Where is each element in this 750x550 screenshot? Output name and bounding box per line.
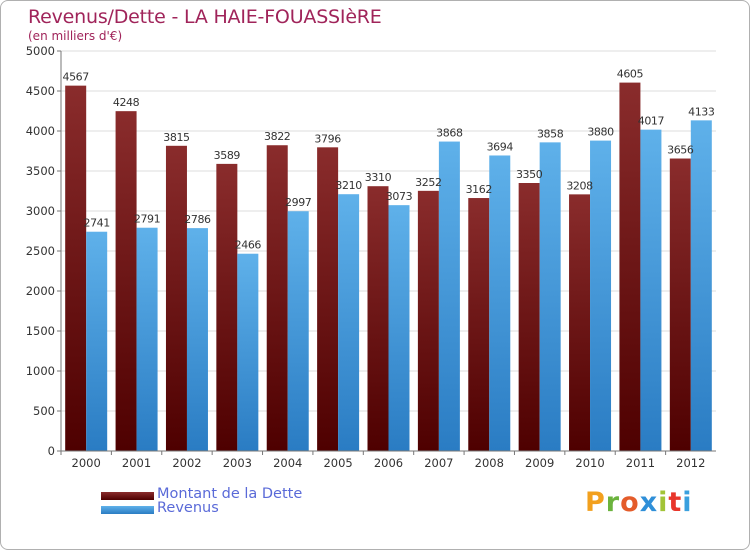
logo-letter: r [605, 487, 621, 518]
bar-dette-2007 [417, 190, 439, 451]
data-label-revenus-2001: 2791 [134, 213, 160, 226]
bar-dette-2003 [216, 163, 238, 451]
data-labels: 4567 2741 4248 2791 3815 2786 3589 2466 3822 2997… [62, 68, 715, 252]
data-label-dette-2000: 4567 [62, 71, 89, 84]
bar-revenus-2007 [438, 141, 460, 451]
x-tick-label: 2008 [475, 456, 504, 470]
bar-revenus-2002 [186, 228, 208, 451]
data-label-revenus-2004: 2997 [285, 196, 312, 209]
bar-dette-2008 [468, 198, 490, 451]
x-tick-label: 2009 [525, 456, 554, 470]
x-tick-label: 2006 [374, 456, 403, 470]
y-tick-label: 500 [33, 404, 55, 418]
logo-letter: P [585, 487, 606, 518]
y-tick-label: 5000 [26, 44, 55, 58]
data-label-dette-2002: 3815 [163, 131, 190, 144]
chart-title: Revenus/Dette - LA HAIE-FOUASSIèRE [28, 6, 382, 28]
legend-label-dette: Montant de la Dette [157, 486, 303, 502]
data-label-revenus-2003: 2466 [235, 239, 262, 252]
bar-dette-2009 [518, 183, 540, 451]
data-label-revenus-2010: 3880 [587, 126, 614, 139]
data-label-dette-2005: 3796 [314, 132, 341, 145]
logo-letter: i [682, 487, 693, 518]
bar-dette-2002 [165, 145, 187, 452]
bar-dette-2001 [115, 111, 137, 451]
y-tick-label: 0 [48, 444, 55, 458]
y-tick-label: 3000 [26, 204, 55, 218]
data-label-revenus-2008: 3694 [487, 140, 514, 153]
data-label-dette-2001: 4248 [113, 96, 140, 109]
x-tick-label: 2007 [424, 456, 453, 470]
data-label-revenus-2005: 3210 [335, 179, 362, 192]
y-tick-label: 1500 [26, 324, 55, 338]
data-label-revenus-2011: 4017 [638, 115, 665, 128]
x-tick-label: 2011 [626, 456, 655, 470]
data-label-dette-2008: 3162 [466, 183, 492, 196]
data-label-dette-2003: 3589 [214, 149, 241, 162]
logo-letter: x [639, 487, 659, 518]
bar-revenus-2009 [539, 142, 561, 452]
bar-revenus-2001 [136, 227, 158, 451]
data-label-revenus-2007: 3868 [436, 127, 463, 140]
y-tick-label: 3500 [26, 164, 55, 178]
x-tick-label: 2002 [172, 456, 201, 470]
bar-dette-2004 [266, 145, 288, 452]
data-label-dette-2004: 3822 [264, 130, 290, 143]
bar-revenus-2004 [287, 211, 309, 451]
x-tick-label: 2010 [575, 456, 604, 470]
proxiti-logo: Proxiti [585, 487, 693, 518]
bar-dette-2000 [65, 85, 87, 451]
data-label-revenus-2006: 3073 [386, 190, 413, 203]
bar-revenus-2010 [590, 140, 612, 451]
data-label-dette-2009: 3350 [516, 168, 543, 181]
y-tick-label: 4500 [26, 84, 55, 98]
bars [65, 82, 712, 452]
data-label-revenus-2000: 2741 [83, 217, 109, 230]
bar-revenus-2006 [388, 205, 410, 451]
bar-revenus-2012 [690, 120, 712, 452]
y-tick-label: 2500 [26, 244, 55, 258]
bar-dette-2005 [317, 147, 339, 451]
bar-dette-2012 [669, 158, 691, 451]
data-label-revenus-2012: 4133 [688, 105, 715, 118]
bar-revenus-2003 [237, 253, 259, 451]
bar-revenus-2008 [489, 155, 511, 452]
bar-dette-2006 [367, 186, 389, 451]
x-tick-label: 2012 [676, 456, 705, 470]
logo-letter: i [658, 487, 669, 518]
data-label-dette-2006: 3310 [365, 171, 392, 184]
x-tick-label: 2001 [122, 456, 151, 470]
y-tick-label: 4000 [26, 124, 55, 138]
x-tick-label: 2005 [323, 456, 352, 470]
data-label-revenus-2009: 3858 [537, 127, 564, 140]
legend-swatch-dette [101, 492, 154, 500]
legend-label-revenus: Revenus [157, 500, 219, 516]
data-label-dette-2011: 4605 [617, 68, 644, 81]
bar-revenus-2011 [640, 129, 662, 451]
data-label-dette-2007: 3252 [415, 176, 441, 189]
data-label-dette-2010: 3208 [566, 179, 593, 192]
bar-dette-2011 [619, 82, 641, 451]
x-tick-label: 2000 [72, 456, 101, 470]
bar-dette-2010 [569, 194, 591, 452]
y-tick-label: 1000 [26, 364, 55, 378]
chart-subtitle: (en milliers d'€) [28, 29, 123, 43]
bar-revenus-2005 [338, 194, 360, 451]
logo-letter: t [668, 487, 683, 518]
axes: 0 500 1000 1500 2000 2500 3000 3500 4000 4500 5000… [26, 44, 716, 470]
bar-revenus-2000 [86, 231, 108, 451]
data-label-revenus-2002: 2786 [184, 213, 211, 226]
x-tick-label: 2004 [273, 456, 302, 470]
legend-swatch-revenus [101, 506, 154, 514]
logo-letter: o [620, 487, 640, 518]
data-label-dette-2012: 3656 [667, 144, 694, 157]
x-tick-label: 2003 [223, 456, 252, 470]
y-tick-label: 2000 [26, 284, 55, 298]
